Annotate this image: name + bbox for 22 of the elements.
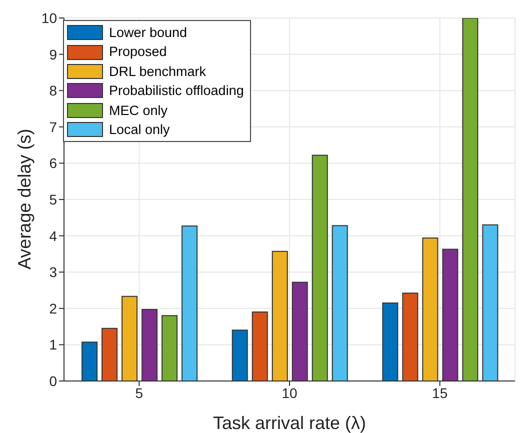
y-axis-title: Average delay (s) <box>14 128 34 270</box>
x-axis-title: Task arrival rate (λ) <box>212 413 366 433</box>
y-tick-label: 6 <box>49 155 58 172</box>
x-tick-label: 15 <box>432 384 448 401</box>
y-tick-label: 8 <box>49 82 58 99</box>
y-tick-label: 3 <box>49 264 58 280</box>
legend-label: Local only <box>109 121 170 140</box>
x-tick-label: 5 <box>135 384 144 401</box>
x-tick-label: 10 <box>282 384 298 401</box>
y-tick-label: 10 <box>41 10 58 26</box>
legend-label: Probabilistic offloading <box>109 82 244 100</box>
y-tick-label: 2 <box>49 300 58 316</box>
y-tick-label: 0 <box>49 372 58 389</box>
legend-label: Lower bound <box>109 24 188 42</box>
y-tick-label: 7 <box>49 118 58 135</box>
y-tick-label: 5 <box>49 191 58 208</box>
y-tick-label: 4 <box>49 228 58 244</box>
legend-label: Proposed <box>109 43 167 62</box>
legend-label: MEC only <box>109 102 168 120</box>
y-tick-label: 1 <box>49 336 58 353</box>
y-tick-label: 9 <box>49 46 58 62</box>
legend-label: DRL benchmark <box>109 62 206 81</box>
